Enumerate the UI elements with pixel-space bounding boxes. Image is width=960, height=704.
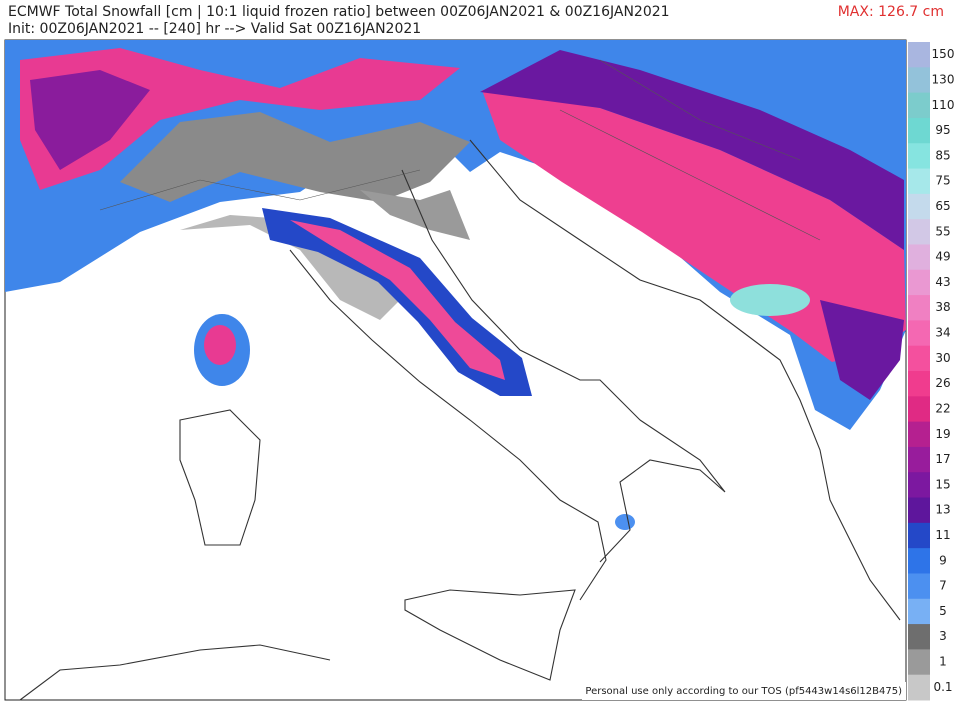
colorbar-label: 22 (935, 401, 950, 415)
snow-cyan (730, 284, 810, 316)
colorbar-label: 3 (939, 629, 947, 643)
colorbar: 1501301109585756555494338343026221917151… (908, 42, 954, 701)
footer-note: Personal use only according to our TOS (… (585, 686, 902, 697)
colorbar-cell (908, 472, 930, 499)
colorbar-cell (908, 168, 930, 195)
colorbar-cell (908, 143, 930, 170)
colorbar-cell (908, 598, 930, 625)
colorbar-cell (908, 548, 930, 574)
snow-blue (615, 514, 635, 530)
colorbar-cell (908, 573, 930, 600)
coastline (469, 139, 901, 621)
colorbar-label: 75 (935, 174, 950, 188)
border (99, 59, 821, 241)
colorbar-label: 38 (935, 300, 950, 314)
snow-pink (290, 220, 505, 380)
colorbar-label: 17 (935, 452, 950, 466)
colorbar-cell (908, 117, 930, 144)
colorbar-label: 15 (935, 477, 950, 491)
colorbar-label: 9 (939, 553, 947, 567)
colorbar-label: 7 (939, 579, 947, 593)
colorbar-cell (908, 497, 930, 524)
snow-purple (30, 70, 150, 170)
colorbar-cell (908, 421, 930, 448)
colorbar-label: 150 (932, 47, 955, 61)
sardinia (179, 409, 261, 546)
snow-purple (820, 300, 904, 400)
colorbar-cell (908, 320, 930, 347)
map: Personal use only according to our TOS (… (4, 39, 907, 701)
max-label: MAX: 126.7 cm (838, 4, 944, 20)
colorbar-label: 110 (932, 98, 955, 112)
colorbar-cell (908, 193, 930, 220)
colorbar-cell (908, 674, 930, 701)
snow-purple (480, 50, 904, 250)
colorbar-cell (908, 624, 930, 650)
colorbar-cell (908, 345, 930, 372)
colorbar-label: 43 (935, 275, 950, 289)
map-subtitle: Init: 00Z06JAN2021 -- [240] hr --> Valid… (8, 21, 421, 37)
snow-gray (360, 190, 470, 240)
colorbar-label: 95 (935, 123, 950, 137)
colorbar-cell (908, 67, 930, 94)
sicily (404, 589, 576, 681)
colorbar-cell (908, 649, 930, 676)
coastline (289, 169, 726, 601)
colorbar-label: 34 (935, 326, 950, 340)
colorbar-cell (908, 244, 930, 271)
colorbar-cell (908, 219, 930, 245)
colorbar-label: 49 (935, 250, 950, 264)
colorbar-label: 13 (935, 503, 950, 517)
colorbar-label: 30 (935, 351, 950, 365)
colorbar-cell (908, 269, 930, 296)
colorbar-cell (908, 446, 930, 473)
colorbar-label: 11 (935, 528, 950, 542)
colorbar-label: 1 (939, 655, 947, 669)
footer-box (582, 682, 906, 700)
colorbar-cell (908, 42, 930, 68)
snow-pink (204, 325, 236, 365)
colorbar-label: 85 (935, 148, 950, 162)
colorbar-cell (908, 295, 930, 321)
colorbar-cell (908, 522, 930, 549)
snow-trace (180, 215, 400, 320)
colorbar-label: 19 (935, 427, 950, 441)
colorbar-cell (908, 396, 930, 423)
colorbar-label: 0.1 (933, 680, 952, 694)
colorbar-label: 5 (939, 604, 947, 618)
map-title: ECMWF Total Snowfall [cm | 10:1 liquid f… (8, 4, 670, 20)
colorbar-label: 130 (932, 72, 955, 86)
colorbar-label: 65 (935, 199, 950, 213)
colorbar-cell (908, 371, 930, 397)
colorbar-label: 26 (935, 376, 950, 390)
colorbar-label: 55 (935, 224, 950, 238)
colorbar-cell (908, 92, 930, 119)
coastline (19, 644, 331, 701)
